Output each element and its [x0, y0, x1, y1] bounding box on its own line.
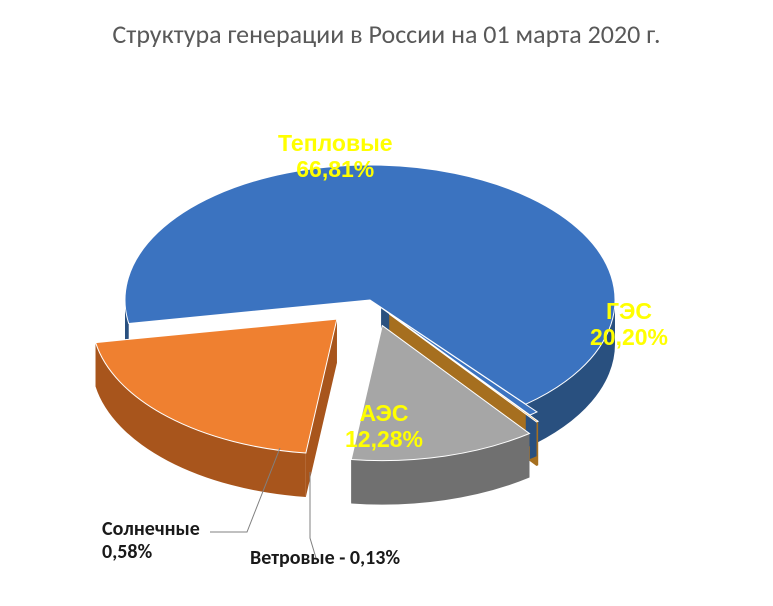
slice-label-external: Солнечные0,58% [102, 518, 200, 564]
slice-label-line2: 0,58% [102, 541, 200, 564]
slice-label: АЭС12,28% [345, 400, 423, 453]
slice-label-name: ГЭС [590, 298, 668, 324]
slice-label-value: 12,28% [345, 426, 423, 452]
slice-label-line1: Ветровые - 0,13% [250, 547, 400, 570]
slice-label-line1: Солнечные [102, 518, 200, 541]
pie-slice-rim [537, 421, 539, 466]
slice-label-value: 20,20% [590, 324, 668, 350]
pie-chart: Тепловые66,81% АЭС12,28% ГЭС20,20% Солнечны… [0, 70, 773, 606]
slice-label-external: Ветровые - 0,13% [250, 547, 400, 570]
slice-label-name: Тепловые [278, 130, 393, 156]
slice-label: ГЭС20,20% [590, 298, 668, 351]
slice-label: Тепловые66,81% [278, 130, 393, 183]
slice-label-value: 66,81% [278, 156, 393, 182]
chart-title: Структура генерации в России на 01 марта… [0, 18, 773, 50]
slice-label-name: АЭС [345, 400, 423, 426]
